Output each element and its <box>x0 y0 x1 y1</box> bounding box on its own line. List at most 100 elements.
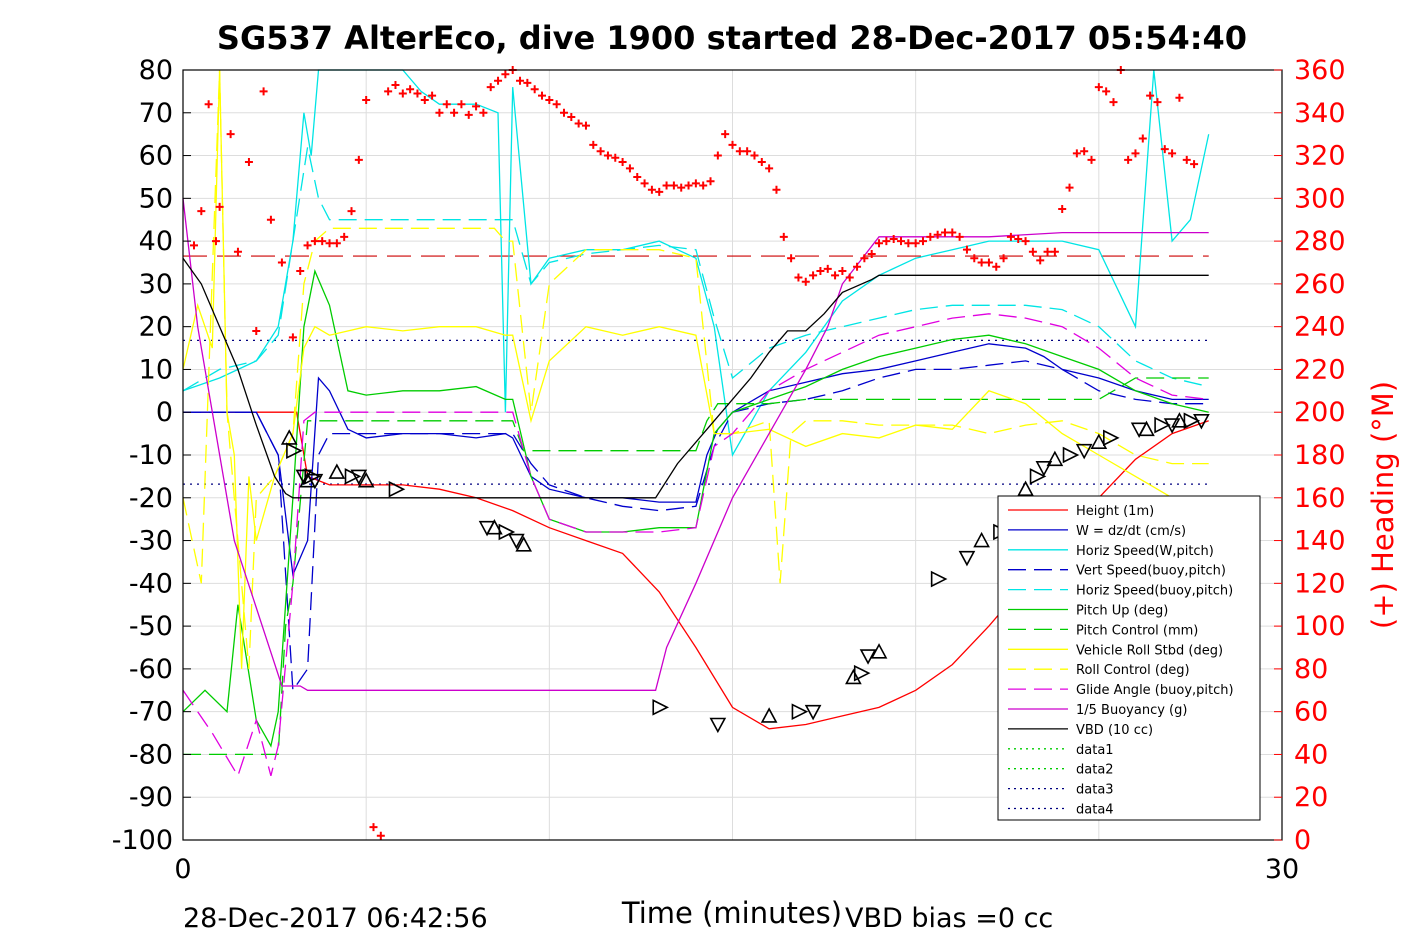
heading-point <box>596 147 605 156</box>
y-tick-label: 80 <box>139 55 173 86</box>
y-tick-label: 40 <box>139 226 173 257</box>
height-marker <box>286 442 303 460</box>
heading-point <box>354 155 363 164</box>
footer-vbd-bias: VBD bias =0 cc <box>845 903 1053 934</box>
heading-point <box>486 83 495 92</box>
series-line-1 <box>183 343 1209 578</box>
heading-point <box>1124 155 1133 164</box>
heading-point <box>244 157 253 166</box>
y2-tick-label: 220 <box>1294 354 1346 385</box>
y-tick-label: 50 <box>139 183 173 214</box>
heading-point <box>1138 134 1147 143</box>
y2-tick-label: 120 <box>1294 568 1346 599</box>
heading-point <box>721 130 730 139</box>
heading-point <box>1021 237 1030 246</box>
y-tick-label: -50 <box>129 611 173 642</box>
heading-point <box>1036 256 1045 265</box>
height-marker <box>1035 461 1053 477</box>
heading-point <box>384 87 393 96</box>
heading-point <box>189 241 198 250</box>
heading-point <box>1072 149 1081 158</box>
heading-point <box>823 264 832 273</box>
heading-point <box>1094 83 1103 92</box>
y2-tick-label: 60 <box>1294 697 1328 728</box>
height-marker <box>709 717 727 734</box>
y2-tick-label: 100 <box>1294 611 1346 642</box>
heading-point <box>501 70 510 79</box>
y2-tick-label: 340 <box>1294 98 1346 129</box>
legend-entry: Glide Angle (buoy,pitch) <box>1076 683 1234 698</box>
heading-point <box>1168 149 1177 158</box>
y2-tick-label: 300 <box>1294 183 1346 214</box>
y-tick-label: -70 <box>129 697 173 728</box>
x-axis-label: Time (minutes) <box>621 896 842 930</box>
height-marker <box>350 469 368 486</box>
series-line-8 <box>182 69 1209 669</box>
heading-point <box>435 108 444 117</box>
heading-point <box>684 181 693 190</box>
y-tick-label: -90 <box>129 782 173 813</box>
heading-point <box>545 95 554 104</box>
heading-point <box>1080 147 1089 156</box>
heading-point <box>845 273 854 282</box>
heading-point <box>442 100 451 109</box>
height-marker <box>1103 429 1120 447</box>
heading-point <box>494 76 503 85</box>
heading-point <box>574 119 583 128</box>
y-tick-label: 20 <box>139 312 173 343</box>
height-marker <box>1183 412 1201 430</box>
heading-point <box>948 228 957 237</box>
heading-point <box>288 333 297 342</box>
heading-point <box>303 241 312 250</box>
heading-point <box>1028 247 1037 256</box>
heading-point <box>904 239 913 248</box>
heading-point <box>831 271 840 280</box>
heading-point <box>882 237 891 246</box>
legend-entry: 1/5 Buoyancy (g) <box>1076 703 1187 718</box>
height-marker <box>1138 420 1155 437</box>
series-line-6 <box>183 377 1209 756</box>
height-marker <box>1090 433 1108 449</box>
heading-point <box>332 239 341 248</box>
heading-point <box>1190 160 1199 169</box>
heading-point <box>369 823 378 832</box>
height-marker <box>306 473 324 490</box>
heading-point <box>728 140 737 149</box>
heading-point <box>1109 98 1118 107</box>
heading-point <box>428 91 437 100</box>
heading-point <box>962 245 971 254</box>
y2-tick-label: 40 <box>1294 739 1328 770</box>
y2-tick-label: 360 <box>1294 55 1346 86</box>
heading-point <box>618 157 627 166</box>
height-marker <box>295 469 313 486</box>
legend-entry: Pitch Up (deg) <box>1076 604 1168 619</box>
heading-point <box>816 267 825 276</box>
legend-entry: Vehicle Roll Stbd (deg) <box>1076 643 1223 658</box>
heading-point <box>391 80 400 89</box>
height-marker <box>973 531 990 548</box>
height-marker <box>859 649 877 665</box>
legend-entry: VBD (10 cc) <box>1076 723 1153 738</box>
heading-point <box>713 151 722 160</box>
heading-point <box>889 234 898 243</box>
heading-point <box>1014 234 1023 243</box>
y2-tick-label: 320 <box>1294 141 1346 172</box>
legend-entry: Horiz Speed(buoy,pitch) <box>1076 584 1233 599</box>
y2-tick-label: 180 <box>1294 440 1346 471</box>
heading-point <box>530 85 539 94</box>
heading-point <box>523 78 532 87</box>
x-tick-label: 30 <box>1265 854 1299 885</box>
heading-point <box>347 207 356 216</box>
y-tick-label: -40 <box>129 568 173 599</box>
heading-point <box>252 326 261 335</box>
heading-point <box>464 110 473 119</box>
heading-point <box>655 187 664 196</box>
heading-point <box>860 254 869 263</box>
y2-tick-label: 160 <box>1294 483 1346 514</box>
height-marker <box>508 533 525 550</box>
heading-point <box>772 185 781 194</box>
heading-point <box>977 258 986 267</box>
y-tick-label: 60 <box>139 141 173 172</box>
heading-point <box>457 100 466 109</box>
heading-point <box>413 89 422 98</box>
